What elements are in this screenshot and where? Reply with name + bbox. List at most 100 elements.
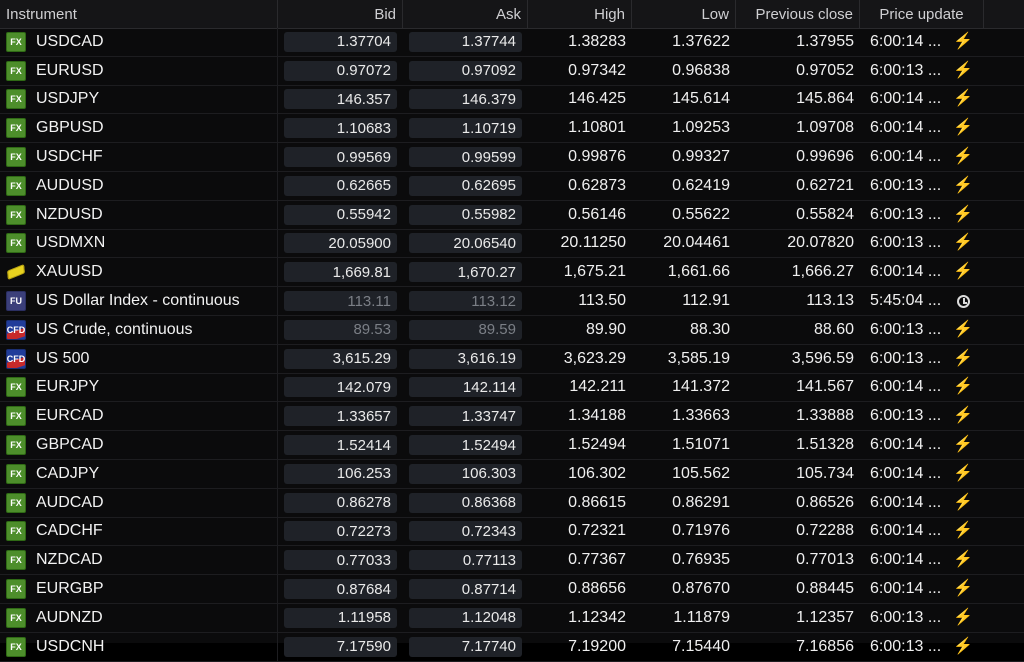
header-previous-close[interactable]: Previous close bbox=[736, 0, 860, 28]
ask-price[interactable]: 7.17740 bbox=[409, 636, 522, 657]
bid-price[interactable]: 89.53 bbox=[284, 319, 397, 340]
bid-cell[interactable]: 1.37704 bbox=[278, 28, 403, 56]
ask-cell[interactable]: 0.55982 bbox=[403, 201, 528, 229]
bid-cell[interactable]: 0.72273 bbox=[278, 518, 403, 546]
ask-cell[interactable]: 20.06540 bbox=[403, 230, 528, 258]
ask-price[interactable]: 0.55982 bbox=[409, 204, 522, 225]
table-row[interactable]: FX USDCHF 0.99569 0.99599 0.99876 0.99327 0.99… bbox=[0, 143, 1024, 172]
bid-price[interactable]: 146.357 bbox=[284, 89, 397, 110]
bid-cell[interactable]: 106.253 bbox=[278, 460, 403, 488]
bid-price[interactable]: 20.05900 bbox=[284, 233, 397, 254]
header-low[interactable]: Low bbox=[632, 0, 736, 28]
ask-cell[interactable]: 0.77113 bbox=[403, 546, 528, 574]
ask-cell[interactable]: 7.17740 bbox=[403, 633, 528, 661]
header-high[interactable]: High bbox=[528, 0, 632, 28]
bid-cell[interactable]: 1.33657 bbox=[278, 402, 403, 430]
ask-cell[interactable]: 1.10719 bbox=[403, 114, 528, 142]
bid-price[interactable]: 0.97072 bbox=[284, 60, 397, 81]
table-row[interactable]: XAUUSD 1,669.81 1,670.27 1,675.21 1,661.66 1,… bbox=[0, 258, 1024, 288]
bid-price[interactable]: 106.253 bbox=[284, 463, 397, 484]
table-row[interactable]: FX CADJPY 106.253 106.303 106.302 105.562 105.… bbox=[0, 459, 1024, 489]
ask-cell[interactable]: 1.37744 bbox=[403, 28, 528, 56]
table-row[interactable]: FX GBPCAD 1.52414 1.52494 1.52494 1.51071 1.51… bbox=[0, 431, 1024, 460]
ask-price[interactable]: 3,616.19 bbox=[409, 348, 522, 369]
bid-price[interactable]: 7.17590 bbox=[284, 636, 397, 657]
ask-price[interactable]: 89.59 bbox=[409, 319, 522, 340]
bid-cell[interactable]: 1,669.81 bbox=[278, 258, 403, 286]
ask-cell[interactable]: 1.33747 bbox=[403, 402, 528, 430]
header-price-update[interactable]: Price update bbox=[860, 0, 984, 28]
ask-cell[interactable]: 0.62695 bbox=[403, 172, 528, 200]
ask-price[interactable]: 0.99599 bbox=[409, 147, 522, 168]
table-row[interactable]: FX EURCAD 1.33657 1.33747 1.34188 1.33663 1.33… bbox=[0, 402, 1024, 432]
table-row[interactable]: FX AUDNZD 1.11958 1.12048 1.12342 1.11879 1.12… bbox=[0, 603, 1024, 633]
ask-price[interactable]: 0.72343 bbox=[409, 521, 522, 542]
bid-price[interactable]: 0.86278 bbox=[284, 492, 397, 513]
bid-price[interactable]: 1.37704 bbox=[284, 31, 397, 52]
ask-price[interactable]: 20.06540 bbox=[409, 233, 522, 254]
table-row[interactable]: FX EURUSD 0.97072 0.97092 0.97342 0.96838 0.97… bbox=[0, 56, 1024, 86]
table-row[interactable]: FX EURJPY 142.079 142.114 142.211 141.372 141.… bbox=[0, 373, 1024, 403]
header-bid[interactable]: Bid bbox=[278, 0, 403, 28]
ask-cell[interactable]: 0.97092 bbox=[403, 57, 528, 85]
bid-cell[interactable]: 113.11 bbox=[278, 287, 403, 315]
bid-price[interactable]: 1,669.81 bbox=[284, 262, 397, 283]
bid-price[interactable]: 0.99569 bbox=[284, 147, 397, 168]
bid-cell[interactable]: 20.05900 bbox=[278, 230, 403, 258]
ask-cell[interactable]: 106.303 bbox=[403, 460, 528, 488]
bid-cell[interactable]: 1.11958 bbox=[278, 604, 403, 632]
table-row[interactable]: FX CADCHF 0.72273 0.72343 0.72321 0.71976 0.72… bbox=[0, 517, 1024, 547]
bid-price[interactable]: 1.33657 bbox=[284, 406, 397, 427]
ask-cell[interactable]: 0.99599 bbox=[403, 143, 528, 171]
ask-cell[interactable]: 3,616.19 bbox=[403, 345, 528, 373]
table-row[interactable]: FX USDCAD 1.37704 1.37744 1.38283 1.37622 1.37… bbox=[0, 28, 1024, 57]
ask-cell[interactable]: 146.379 bbox=[403, 86, 528, 114]
bid-cell[interactable]: 3,615.29 bbox=[278, 345, 403, 373]
bid-price[interactable]: 0.77033 bbox=[284, 550, 397, 571]
bid-price[interactable]: 0.87684 bbox=[284, 579, 397, 600]
ask-cell[interactable]: 1.12048 bbox=[403, 604, 528, 632]
bid-price[interactable]: 1.52414 bbox=[284, 435, 397, 456]
ask-cell[interactable]: 1,670.27 bbox=[403, 258, 528, 286]
table-row[interactable]: FX NZDUSD 0.55942 0.55982 0.56146 0.55622 0.55… bbox=[0, 200, 1024, 230]
ask-price[interactable]: 1.37744 bbox=[409, 31, 522, 52]
ask-cell[interactable]: 1.52494 bbox=[403, 431, 528, 459]
ask-cell[interactable]: 0.72343 bbox=[403, 518, 528, 546]
ask-price[interactable]: 146.379 bbox=[409, 89, 522, 110]
ask-price[interactable]: 1.12048 bbox=[409, 607, 522, 628]
bid-price[interactable]: 1.11958 bbox=[284, 607, 397, 628]
table-row[interactable]: FX AUDUSD 0.62665 0.62695 0.62873 0.62419 0.62… bbox=[0, 171, 1024, 201]
ask-price[interactable]: 0.77113 bbox=[409, 550, 522, 571]
table-row[interactable]: FX EURGBP 0.87684 0.87714 0.88656 0.87670 0.88… bbox=[0, 575, 1024, 604]
table-row[interactable]: CFD US 500 3,615.29 3,616.19 3,623.29 3,585.1… bbox=[0, 344, 1024, 374]
ask-price[interactable]: 1.10719 bbox=[409, 118, 522, 139]
bid-price[interactable]: 0.62665 bbox=[284, 175, 397, 196]
table-row[interactable]: FX NZDCAD 0.77033 0.77113 0.77367 0.76935 0.77… bbox=[0, 546, 1024, 576]
ask-price[interactable]: 1.33747 bbox=[409, 406, 522, 427]
table-row[interactable]: FX USDCNH 7.17590 7.17740 7.19200 7.15440 7.16… bbox=[0, 632, 1024, 662]
ask-cell[interactable]: 113.12 bbox=[403, 287, 528, 315]
ask-cell[interactable]: 0.86368 bbox=[403, 489, 528, 517]
bid-price[interactable]: 113.11 bbox=[284, 291, 397, 312]
bid-cell[interactable]: 89.53 bbox=[278, 316, 403, 344]
bid-cell[interactable]: 7.17590 bbox=[278, 633, 403, 661]
bid-cell[interactable]: 142.079 bbox=[278, 374, 403, 402]
ask-price[interactable]: 142.114 bbox=[409, 377, 522, 398]
ask-cell[interactable]: 142.114 bbox=[403, 374, 528, 402]
header-ask[interactable]: Ask bbox=[403, 0, 528, 28]
bid-price[interactable]: 3,615.29 bbox=[284, 348, 397, 369]
bid-cell[interactable]: 0.99569 bbox=[278, 143, 403, 171]
table-row[interactable]: FX USDMXN 20.05900 20.06540 20.11250 20.04461… bbox=[0, 229, 1024, 259]
bid-cell[interactable]: 0.77033 bbox=[278, 546, 403, 574]
bid-price[interactable]: 0.55942 bbox=[284, 204, 397, 225]
ask-cell[interactable]: 89.59 bbox=[403, 316, 528, 344]
table-row[interactable]: CFD US Crude, continuous 89.53 89.59 89.90 88… bbox=[0, 315, 1024, 345]
ask-price[interactable]: 0.86368 bbox=[409, 492, 522, 513]
bid-cell[interactable]: 0.86278 bbox=[278, 489, 403, 517]
ask-price[interactable]: 0.87714 bbox=[409, 579, 522, 600]
table-row[interactable]: FX USDJPY 146.357 146.379 146.425 145.614 145.… bbox=[0, 85, 1024, 115]
table-row[interactable]: FU US Dollar Index - continuous 113.11 113.… bbox=[0, 287, 1024, 316]
bid-cell[interactable]: 0.55942 bbox=[278, 201, 403, 229]
bid-cell[interactable]: 0.62665 bbox=[278, 172, 403, 200]
ask-cell[interactable]: 0.87714 bbox=[403, 575, 528, 603]
